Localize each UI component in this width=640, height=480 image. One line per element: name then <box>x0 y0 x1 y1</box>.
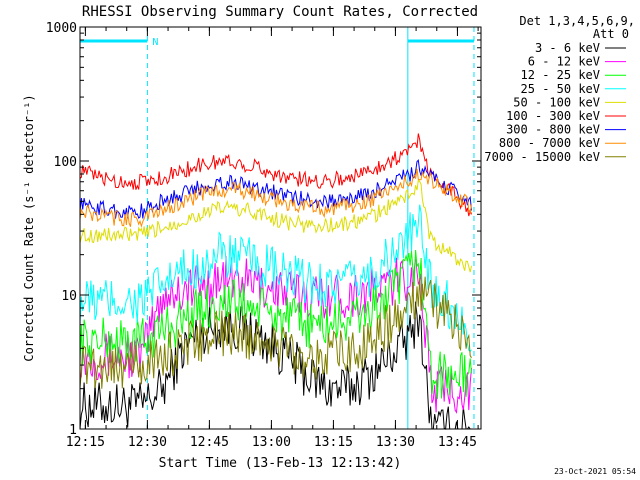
y-tick-label: 10 <box>61 289 77 304</box>
legend-label: 800 - 7000 keV <box>499 136 600 150</box>
chart-title: RHESSI Observing Summary Count Rates, Co… <box>82 4 478 20</box>
series-line <box>79 168 472 228</box>
legend-label: 50 - 100 keV <box>513 95 600 109</box>
x-axis-label: Start Time (13-Feb-13 12:13:42) <box>159 456 402 471</box>
y-tick-label: 100 <box>54 155 77 170</box>
series-line <box>79 133 472 217</box>
legend-label: 12 - 25 keV <box>521 68 600 82</box>
legend-label: 300 - 800 keV <box>506 123 600 137</box>
y-tick-label: 1 <box>69 423 77 438</box>
legend-label: 7000 - 15000 keV <box>484 150 600 164</box>
y-axis-label: Corrected Count Rate (s⁻¹ detector⁻¹) <box>22 94 36 361</box>
y-tick-label: 1000 <box>46 21 77 36</box>
legend-label: 6 - 12 keV <box>528 55 600 69</box>
series-line <box>79 255 472 414</box>
legend-label: 3 - 6 keV <box>535 41 600 55</box>
legend-header-line-2: Att 0 <box>593 27 629 41</box>
series-line <box>79 179 472 273</box>
series-line <box>79 159 472 219</box>
legend-header-line-1: Det 1,3,4,5,6,9, <box>519 14 635 28</box>
y-axis: 1 10 100 1000 <box>46 21 481 438</box>
generation-timestamp: 23-Oct-2021 05:54 <box>554 467 636 476</box>
x-tick-label: 12:45 <box>190 435 229 450</box>
legend-label: 25 - 50 keV <box>521 82 600 96</box>
series-line <box>79 276 472 389</box>
x-axis: 12:15 12:30 12:45 13:00 13:15 13:30 13:45 <box>66 27 479 450</box>
x-tick-label: 12:30 <box>128 435 167 450</box>
series-line <box>79 204 472 353</box>
x-tick-label: 13:00 <box>252 435 291 450</box>
x-tick-label: 13:45 <box>438 435 477 450</box>
legend-label: 100 - 300 keV <box>506 109 600 123</box>
series-lines <box>79 133 472 430</box>
x-tick-label: 13:30 <box>376 435 415 450</box>
night-flag-label: N <box>152 37 158 48</box>
x-tick-label: 12:15 <box>66 435 105 450</box>
x-tick-label: 13:15 <box>314 435 353 450</box>
series-line <box>79 249 472 400</box>
plot-frame <box>79 26 482 430</box>
